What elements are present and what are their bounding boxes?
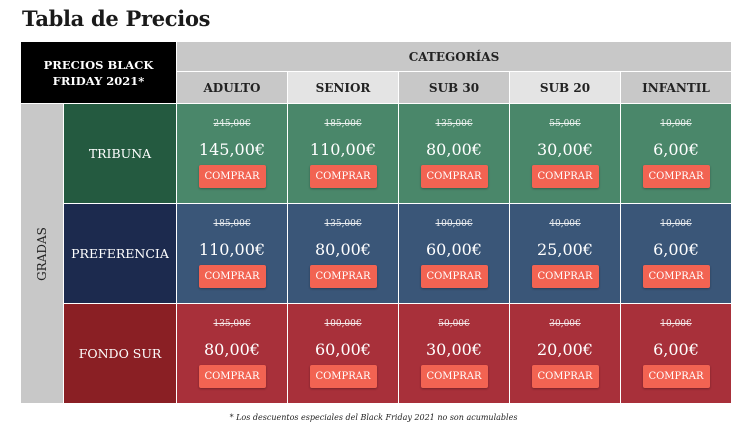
gradas-header: GRADAS	[21, 104, 64, 404]
original-price: 245,00€	[213, 119, 251, 129]
buy-button[interactable]: COMPRAR	[420, 265, 488, 288]
price-cell: 10,00€ 6,00€ COMPRAR	[621, 304, 732, 404]
column-header: ADULTO	[177, 72, 288, 104]
price-cell: 55,00€ 30,00€ COMPRAR	[510, 104, 621, 204]
original-price: 185,00€	[213, 219, 251, 229]
original-price: 10,00€	[660, 319, 692, 329]
gradas-label: GRADAS	[35, 226, 50, 281]
discount-price: 6,00€	[653, 240, 699, 259]
original-price: 55,00€	[549, 119, 581, 129]
price-cell: 135,00€ 80,00€ COMPRAR	[399, 104, 510, 204]
discount-price: 6,00€	[653, 140, 699, 159]
discount-price: 145,00€	[198, 140, 266, 159]
categories-header: CATEGORÍAS	[177, 42, 732, 72]
price-cell: 135,00€ 80,00€ COMPRAR	[288, 204, 399, 304]
discount-price: 60,00€	[315, 340, 371, 359]
buy-button[interactable]: COMPRAR	[531, 365, 599, 388]
discount-price: 20,00€	[537, 340, 593, 359]
original-price: 185,00€	[324, 119, 362, 129]
discount-price: 30,00€	[426, 340, 482, 359]
buy-button[interactable]: COMPRAR	[642, 365, 710, 388]
price-cell: 185,00€ 110,00€ COMPRAR	[177, 204, 288, 304]
discount-price: 60,00€	[426, 240, 482, 259]
original-price: 100,00€	[324, 319, 362, 329]
price-cell: 10,00€ 6,00€ COMPRAR	[621, 104, 732, 204]
row-header: FONDO SUR	[64, 304, 177, 404]
original-price: 135,00€	[213, 319, 251, 329]
buy-button[interactable]: COMPRAR	[309, 165, 377, 188]
discount-price: 80,00€	[315, 240, 371, 259]
price-table: PRECIOS BLACK FRIDAY 2021* CATEGORÍAS GR…	[21, 42, 732, 404]
buy-button[interactable]: COMPRAR	[309, 265, 377, 288]
discount-price: 110,00€	[309, 140, 377, 159]
price-cell: 135,00€ 80,00€ COMPRAR	[177, 304, 288, 404]
discount-price: 30,00€	[537, 140, 593, 159]
original-price: 135,00€	[435, 119, 473, 129]
original-price: 135,00€	[324, 219, 362, 229]
column-header: SUB 20	[510, 72, 621, 104]
discount-price: 25,00€	[537, 240, 593, 259]
discount-price: 110,00€	[198, 240, 266, 259]
buy-button[interactable]: COMPRAR	[420, 165, 488, 188]
original-price: 100,00€	[435, 219, 473, 229]
price-cell: 100,00€ 60,00€ COMPRAR	[399, 204, 510, 304]
original-price: 10,00€	[660, 119, 692, 129]
buy-button[interactable]: COMPRAR	[642, 265, 710, 288]
price-cell: 185,00€ 110,00€ COMPRAR	[288, 104, 399, 204]
column-header: INFANTIL	[621, 72, 732, 104]
row-header: TRIBUNA	[64, 104, 177, 204]
buy-button[interactable]: COMPRAR	[531, 165, 599, 188]
price-cell: 30,00€ 20,00€ COMPRAR	[510, 304, 621, 404]
original-price: 50,00€	[438, 319, 470, 329]
footnote: * Los descuentos especiales del Black Fr…	[229, 413, 518, 422]
original-price: 10,00€	[660, 219, 692, 229]
price-cell: 10,00€ 6,00€ COMPRAR	[621, 204, 732, 304]
discount-price: 80,00€	[204, 340, 260, 359]
price-cell: 100,00€ 60,00€ COMPRAR	[288, 304, 399, 404]
column-header: SENIOR	[288, 72, 399, 104]
price-cell: 40,00€ 25,00€ COMPRAR	[510, 204, 621, 304]
buy-button[interactable]: COMPRAR	[420, 365, 488, 388]
buy-button[interactable]: COMPRAR	[642, 165, 710, 188]
discount-price: 80,00€	[426, 140, 482, 159]
buy-button[interactable]: COMPRAR	[531, 265, 599, 288]
table-corner-header: PRECIOS BLACK FRIDAY 2021*	[21, 42, 177, 104]
buy-button[interactable]: COMPRAR	[309, 365, 377, 388]
price-cell: 245,00€ 145,00€ COMPRAR	[177, 104, 288, 204]
page-title: Tabla de Precios	[22, 6, 211, 31]
row-header: PREFERENCIA	[64, 204, 177, 304]
discount-price: 6,00€	[653, 340, 699, 359]
column-header: SUB 30	[399, 72, 510, 104]
buy-button[interactable]: COMPRAR	[198, 265, 266, 288]
price-cell: 50,00€ 30,00€ COMPRAR	[399, 304, 510, 404]
original-price: 40,00€	[549, 219, 581, 229]
original-price: 30,00€	[549, 319, 581, 329]
buy-button[interactable]: COMPRAR	[198, 165, 266, 188]
buy-button[interactable]: COMPRAR	[198, 365, 266, 388]
